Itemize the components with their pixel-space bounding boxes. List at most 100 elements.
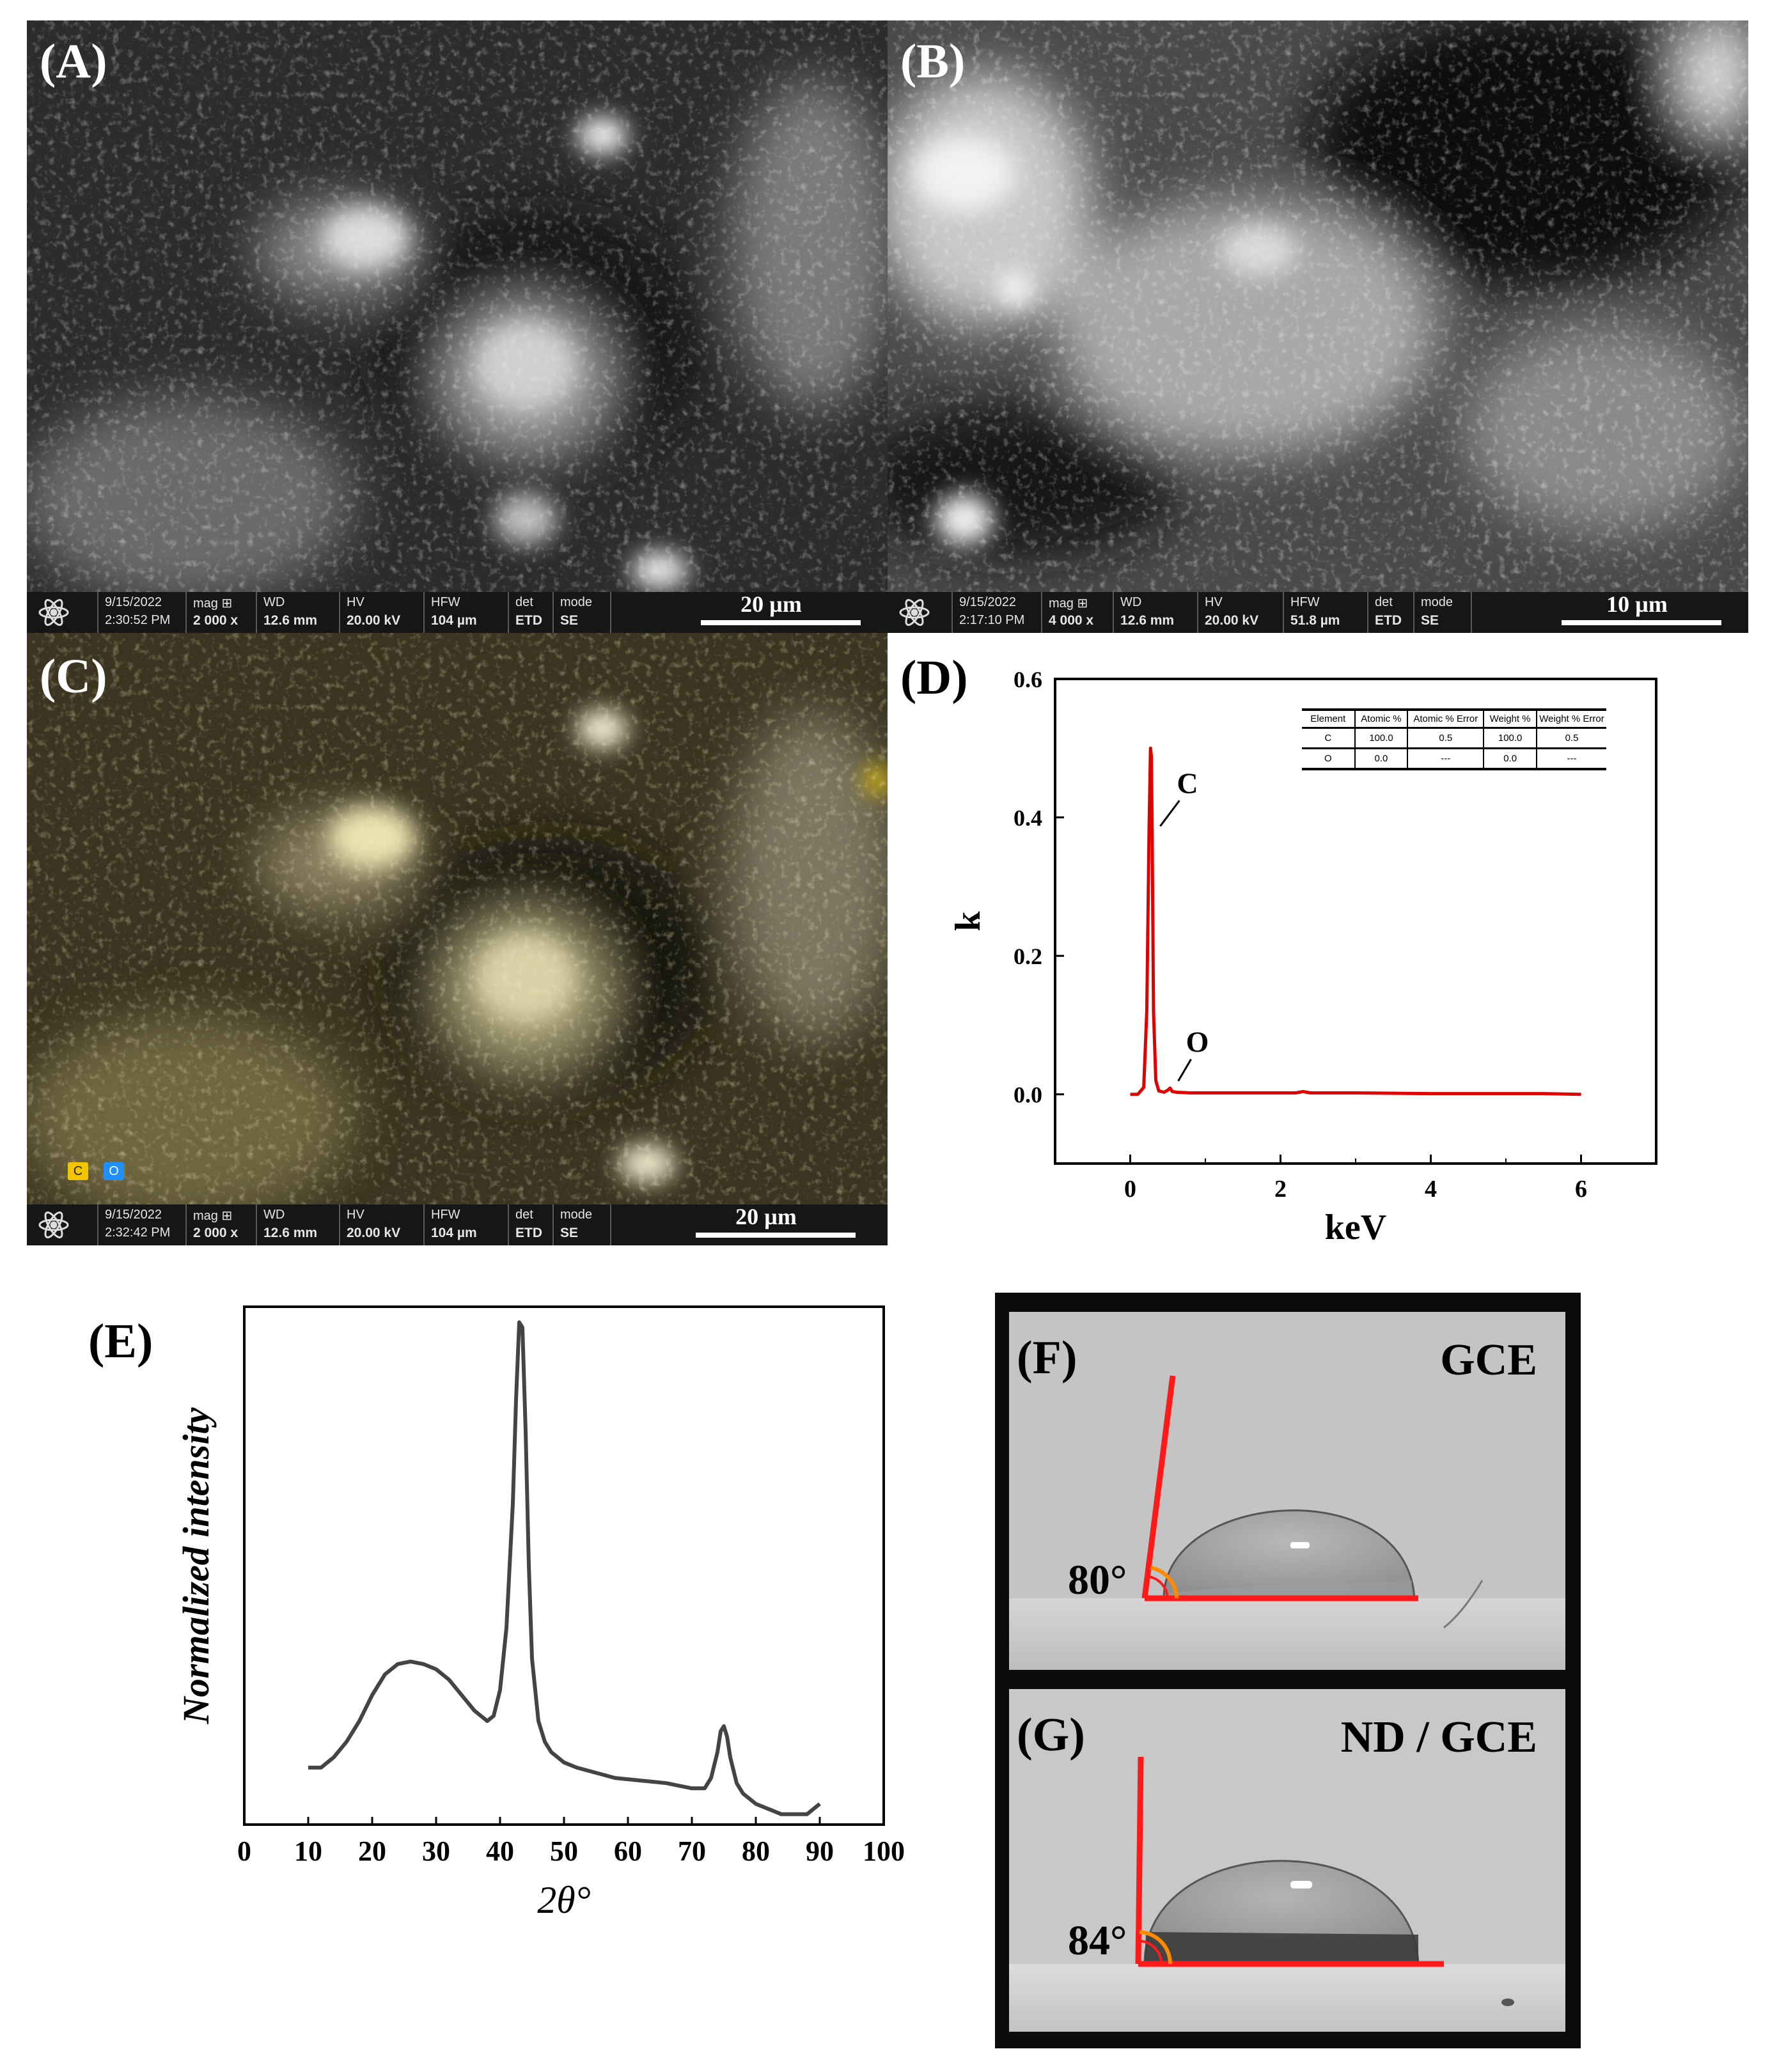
peak-arrow-c — [1159, 800, 1180, 827]
x-tick-label: 50 — [550, 1835, 578, 1867]
x-tick-label: 70 — [678, 1835, 706, 1867]
sem-det: ETD — [515, 1226, 542, 1240]
sem-date: 9/15/2022 — [105, 595, 162, 609]
sem-hfw-label: HFW — [431, 1208, 460, 1222]
map-legend-c-label: C — [73, 1164, 83, 1178]
sem-det: ETD — [1375, 613, 1402, 628]
x-axis-label: 2θ° — [537, 1879, 590, 1921]
scale-bar-group: 20 µm — [610, 1204, 888, 1245]
map-legend-c-swatch — [68, 1162, 88, 1180]
y-tick-label: 0.4 — [1014, 806, 1042, 831]
sem-hfw: 51.8 µm — [1290, 613, 1340, 628]
peak-label-c: C — [1177, 767, 1198, 799]
sem-hfw-label: HFW — [431, 595, 460, 609]
x-tick-label: 2 — [1274, 1176, 1287, 1203]
scale-bar-label: 20 µm — [740, 591, 802, 617]
panel-label-f: (F) — [1017, 1332, 1077, 1384]
sem-mode: SE — [1421, 613, 1439, 628]
surface-label-g: ND / GCE — [1340, 1713, 1537, 1762]
scale-bar-label: 20 µm — [735, 1204, 797, 1229]
sem-wd-label: WD — [263, 1208, 285, 1222]
sem-mode: SE — [560, 1226, 579, 1240]
sem-det: ETD — [515, 613, 542, 628]
sem-info-bar-c: 9/15/2022 2:32:42 PM mag ⊞ 2 000 x WD 12.6 … — [27, 1204, 888, 1245]
x-tick-label: 4 — [1425, 1176, 1437, 1203]
panel-label-e: (E) — [88, 1314, 153, 1368]
sem-info-bar-b: 9/15/2022 2:17:10 PM mag ⊞ 4 000 x WD 12.6 … — [888, 591, 1748, 633]
fei-logo-icon — [27, 592, 97, 633]
sem-mag: 2 000 x — [193, 1226, 239, 1240]
scale-bar — [696, 1233, 856, 1238]
sem-mode: SE — [560, 613, 579, 628]
sem-micrograph-a — [27, 20, 888, 592]
xrd-line — [308, 1320, 821, 1816]
edx-cell: 0.0 — [1484, 748, 1538, 769]
spectrum-line — [1130, 746, 1581, 1096]
surface-label-f: GCE — [1440, 1336, 1537, 1385]
edx-header-element: Element — [1302, 710, 1356, 728]
x-tick-label: 30 — [422, 1835, 450, 1867]
y-axis-label: Normalized intensity — [175, 1407, 217, 1724]
scale-bar-group: 10 µm — [1471, 591, 1748, 633]
x-tick-label: 0 — [237, 1835, 251, 1867]
x-tick-label: 90 — [806, 1835, 834, 1867]
edx-header-atomic: Atomic % — [1354, 710, 1409, 728]
sem-mag-label: mag ⊞ — [193, 596, 233, 611]
sem-mode-label: mode — [560, 595, 593, 609]
map-legend-o-swatch — [104, 1162, 124, 1180]
sem-image-b: 9/15/2022 2:17:10 PM mag ⊞ 4 000 x WD 12.6 … — [888, 20, 1748, 633]
edx-cell: 0.5 — [1565, 733, 1579, 744]
sem-hv: 20.00 kV — [347, 613, 401, 628]
y-tick-label: 0.2 — [1014, 944, 1042, 969]
edx-cell: 100.0 — [1484, 728, 1538, 749]
sem-mode-label: mode — [560, 1208, 593, 1222]
x-tick-label: 60 — [614, 1835, 642, 1867]
scale-bar — [701, 620, 861, 625]
peak-label-o: O — [1186, 1025, 1209, 1058]
x-tick-label: 100 — [863, 1835, 905, 1867]
sem-mag-label: mag ⊞ — [193, 1209, 233, 1223]
edx-cell: --- — [1567, 753, 1577, 764]
sem-mag: 4 000 x — [1049, 613, 1094, 628]
x-tick-label: 0 — [1124, 1176, 1136, 1203]
scale-bar — [1562, 620, 1721, 625]
x-tick-label: 10 — [294, 1835, 322, 1867]
sem-wd: 12.6 mm — [263, 1226, 318, 1240]
edx-cell: 0.0 — [1354, 748, 1409, 769]
sem-time: 2:30:52 PM — [105, 613, 171, 627]
contact-angle-image-g: (G) ND / GCE 84° — [1009, 1689, 1565, 2032]
edx-cell: C — [1302, 728, 1356, 749]
edx-cell: 0.5 — [1407, 728, 1485, 749]
sem-hfw-label: HFW — [1290, 595, 1320, 609]
edx-header-weight: Weight % — [1484, 710, 1538, 728]
edx-cell: 100.0 — [1354, 728, 1409, 749]
sem-mode-label: mode — [1421, 595, 1453, 609]
sem-mag-label: mag ⊞ — [1049, 596, 1088, 611]
x-tick-label: 80 — [742, 1835, 770, 1867]
scale-bar-label: 10 µm — [1606, 591, 1668, 617]
sem-wd-label: WD — [263, 595, 285, 609]
scale-bar-group: 20 µm — [610, 591, 888, 633]
edx-header-atomic-error: Atomic % Error — [1407, 710, 1485, 728]
sem-mag: 2 000 x — [193, 613, 239, 628]
sem-det-label: det — [515, 1208, 533, 1222]
sem-hv-label: HV — [347, 1208, 364, 1222]
table-row: C 100.0 0.5 100.0 0.5 — [1302, 728, 1606, 749]
sem-date: 9/15/2022 — [959, 595, 1016, 609]
sem-time: 2:32:42 PM — [105, 1226, 171, 1240]
sem-time: 2:17:10 PM — [959, 613, 1025, 627]
sem-det-label: det — [515, 595, 533, 609]
contact-angle-image-f: (F) GCE 80° — [1009, 1312, 1565, 1670]
sem-info-bar-a: 9/15/2022 2:30:52 PM mag ⊞ 2 000 x WD 12.6 … — [27, 591, 888, 633]
sem-micrograph-b — [888, 20, 1748, 592]
sem-hfw: 104 µm — [431, 613, 477, 628]
sem-hfw: 104 µm — [431, 1226, 477, 1240]
table-row: O 0.0 --- 0.0 --- — [1302, 748, 1606, 769]
fei-logo-icon — [888, 592, 952, 633]
x-axis-label: keV — [1325, 1208, 1386, 1247]
sem-date: 9/15/2022 — [105, 1208, 162, 1222]
sem-wd: 12.6 mm — [263, 613, 318, 628]
panel-label-b: (B) — [900, 35, 966, 88]
x-tick-label: 40 — [486, 1835, 514, 1867]
